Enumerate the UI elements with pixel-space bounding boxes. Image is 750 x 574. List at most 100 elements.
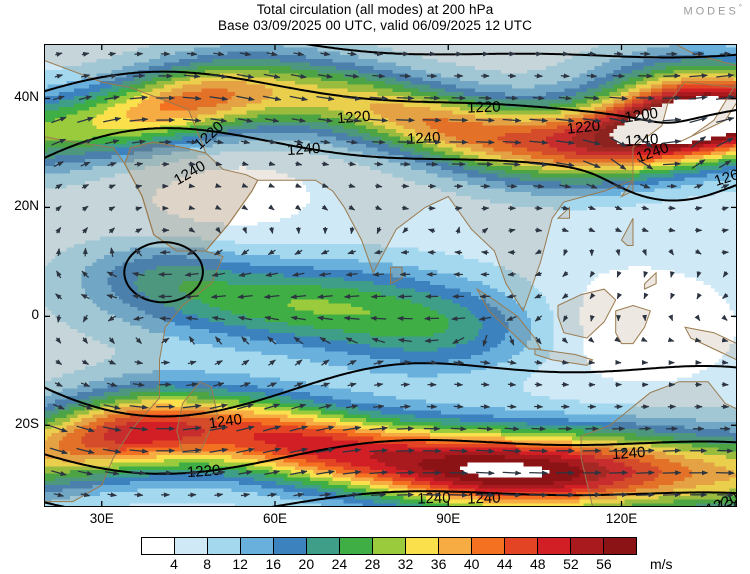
wind-arrow: [266, 51, 278, 57]
wind-arrow: [293, 382, 304, 388]
wind-arrow: [639, 426, 652, 432]
colorbar-tick-20: 20: [298, 556, 315, 572]
wind-arrow: [561, 359, 570, 365]
wind-arrow: [215, 226, 221, 234]
colorbar-tick-24: 24: [331, 556, 348, 572]
wind-arrow: [236, 403, 255, 410]
wind-arrow: [662, 161, 682, 167]
wind-arrow: [187, 249, 197, 256]
wind-arrow: [210, 73, 228, 79]
wind-arrow: [55, 248, 61, 257]
wind-arrow: [668, 248, 675, 256]
wind-arrow: [210, 117, 228, 123]
wind-arrow: [449, 470, 469, 476]
speed-band-20-24: [44, 58, 737, 507]
wind-arrow: [316, 95, 335, 101]
colorbar-swatch-14: [604, 538, 636, 554]
speed-band-0-4: [152, 166, 737, 382]
wind-arrow: [369, 95, 389, 101]
wind-arrow: [241, 336, 250, 345]
wind-arrow: [696, 292, 702, 300]
wind-arrow: [107, 162, 117, 167]
wind-arrow: [81, 270, 90, 279]
wind-arrow: [342, 447, 362, 453]
wind-arrow: [635, 95, 655, 101]
wind-arrow: [56, 270, 62, 279]
wind-arrow: [371, 337, 385, 344]
wind-arrow: [214, 249, 223, 256]
wind-arrow: [695, 248, 702, 255]
wind-arrow: [56, 314, 62, 323]
wind-arrow: [295, 227, 301, 235]
wind-arrow: [371, 492, 387, 498]
wind-arrow: [49, 447, 68, 455]
wind-arrow: [373, 360, 384, 366]
contour-label-1220-12: 1220: [186, 462, 220, 481]
colorbar-tick-48: 48: [530, 556, 546, 572]
wind-arrow: [369, 117, 389, 123]
contour-label-1240-18: 1240: [611, 444, 645, 463]
wind-arrow: [478, 316, 492, 322]
wind-arrow: [81, 359, 90, 365]
wind-arrow: [240, 382, 251, 388]
wind-arrow: [396, 470, 415, 476]
wind-arrow: [343, 315, 360, 321]
land-newguinea: [685, 327, 737, 360]
wind-arrow: [241, 204, 249, 211]
wind-arrow: [342, 95, 362, 101]
wind-arrow: [134, 492, 144, 498]
wind-arrow: [475, 470, 495, 476]
wind-arrow: [268, 227, 274, 235]
wind-arrow: [81, 205, 89, 212]
wind-arrow: [342, 425, 362, 431]
wind-arrow: [616, 292, 623, 300]
wind-arrow: [135, 228, 143, 234]
wind-arrow: [555, 140, 575, 146]
wind-arrow: [237, 117, 254, 123]
coastline-newguinea: [684, 326, 737, 361]
wind-arrow: [345, 492, 359, 498]
wind-arrow: [453, 360, 465, 365]
wind-arrow: [289, 425, 309, 432]
wind-arrow: [291, 403, 307, 410]
wind-arrow: [294, 139, 304, 145]
wind-arrow: [502, 448, 522, 454]
wind-arrow: [582, 139, 602, 146]
wind-arrow: [321, 359, 330, 366]
wind-arrow: [55, 183, 63, 190]
colorbar-swatch-5: [307, 538, 340, 554]
wind-arrow: [80, 73, 91, 79]
wind-arrow: [347, 51, 357, 57]
modes-logo-text: MODES: [683, 5, 739, 18]
wind-arrow: [187, 360, 197, 366]
contour-label-1220-2: 1220: [467, 98, 501, 116]
wind-arrow: [507, 359, 517, 365]
wind-arrow: [348, 204, 356, 211]
wind-arrow: [236, 425, 255, 432]
wind-arrow: [321, 161, 330, 167]
wind-arrow: [454, 382, 464, 387]
wind-arrow: [369, 448, 389, 453]
wind-arrow: [289, 95, 308, 102]
coastline-java: [534, 348, 594, 366]
wind-arrow: [721, 206, 729, 212]
wind-arrow: [108, 184, 116, 190]
wind-arrow: [316, 425, 335, 432]
wind-arrow: [615, 227, 622, 233]
wind-arrow: [562, 293, 569, 299]
wind-arrow: [106, 382, 118, 387]
wind-arrow: [53, 95, 65, 101]
wind-arrow: [373, 249, 383, 255]
wind-arrow: [609, 117, 628, 124]
land-srilanka: [390, 267, 403, 284]
wind-arrow: [129, 404, 149, 410]
wind-arrow: [184, 294, 199, 300]
wind-arrow: [290, 469, 308, 476]
wind-arrow: [609, 448, 629, 454]
wind-arrow: [507, 404, 517, 410]
wind-arrow: [610, 137, 627, 147]
wind-arrow: [129, 426, 149, 432]
modes-logo: MODES°: [683, 3, 742, 18]
wind-arrow: [427, 228, 436, 234]
